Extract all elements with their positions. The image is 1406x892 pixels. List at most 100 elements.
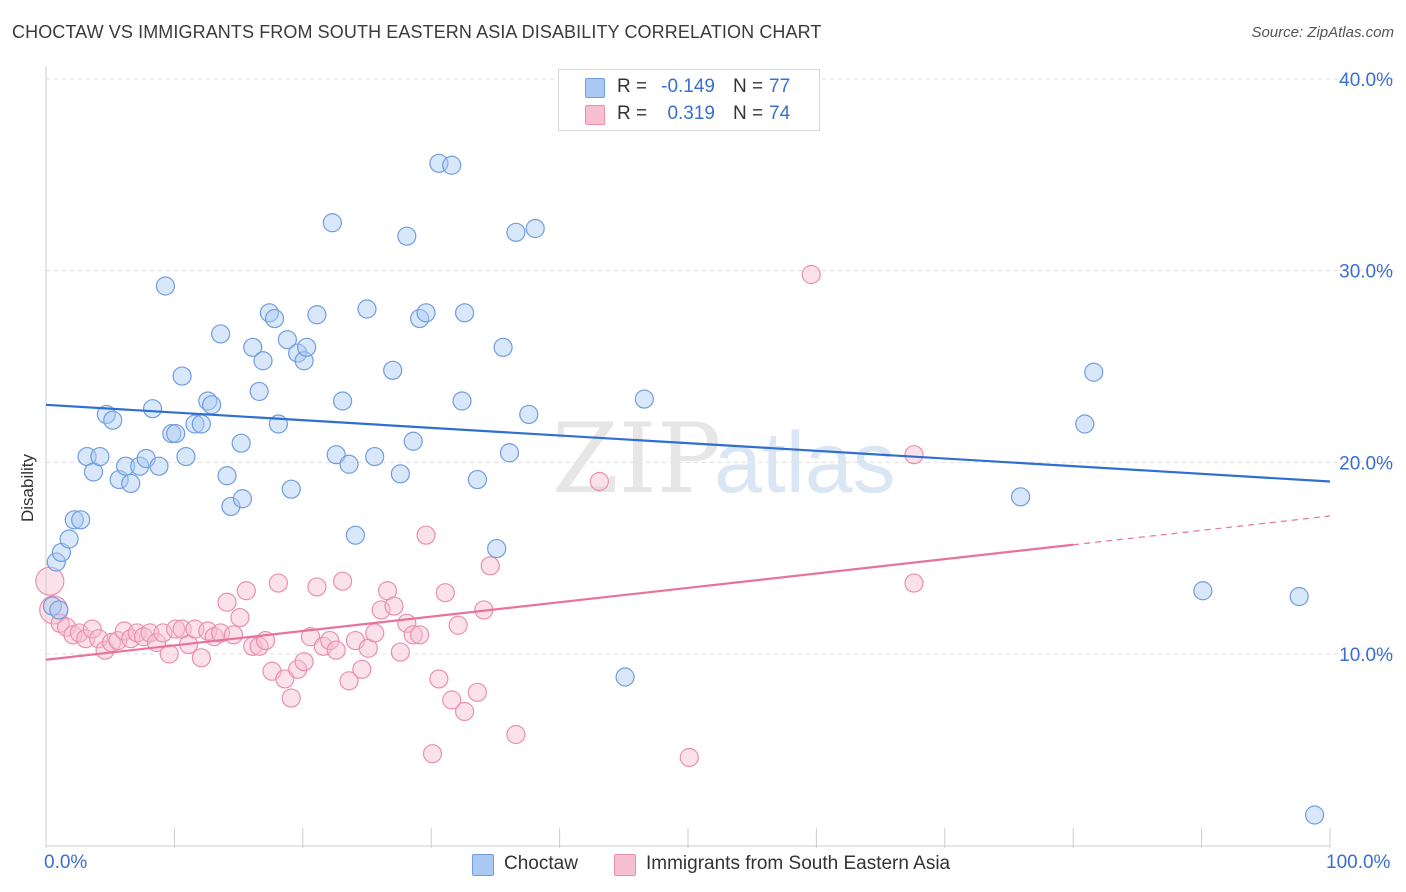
data-point: [904, 573, 924, 593]
data-point: [365, 446, 385, 467]
chart-title: CHOCTAW VS IMMIGRANTS FROM SOUTH EASTERN…: [12, 22, 822, 42]
y-tick-labels: 10.0% 20.0% 30.0% 40.0%: [1339, 70, 1393, 666]
data-point: [166, 423, 186, 444]
data-point: [294, 652, 314, 672]
x-tick-label-max: 100.0%: [1326, 852, 1391, 873]
data-point: [416, 303, 436, 323]
data-point: [221, 496, 241, 517]
data-point: [467, 682, 488, 702]
data-point: [1289, 586, 1309, 607]
data-point: [416, 525, 436, 545]
data-point: [243, 337, 263, 357]
data-point: [326, 640, 346, 660]
data-point: [904, 445, 924, 465]
y-tick-label: 20.0%: [1339, 453, 1393, 474]
bottom-legend-choctaw: Choctaw: [472, 852, 592, 878]
data-point: [452, 391, 472, 411]
data-point: [155, 276, 176, 296]
series-choctaw-points: [42, 153, 1325, 825]
data-point: [185, 414, 205, 434]
data-point: [232, 489, 253, 509]
data-point: [264, 308, 285, 329]
data-point: [121, 473, 141, 494]
data-point: [480, 556, 500, 576]
data-point: [281, 688, 301, 708]
data-point: [345, 525, 366, 545]
trend-line-immigrants: [45, 543, 1074, 661]
data-point: [352, 659, 372, 679]
data-point: [297, 337, 317, 357]
data-point: [191, 648, 211, 668]
data-point: [249, 381, 269, 402]
data-point: [499, 443, 520, 463]
data-point: [333, 391, 353, 411]
data-point: [59, 529, 79, 549]
axes: [45, 66, 1331, 848]
data-point: [211, 324, 231, 344]
data-point: [307, 577, 327, 597]
data-point: [371, 600, 391, 620]
data-point: [202, 395, 222, 415]
data-point: [230, 607, 250, 628]
data-point: [90, 446, 110, 467]
data-point: [191, 414, 211, 434]
data-point: [448, 615, 468, 635]
y-axis-title: Disability: [18, 453, 37, 523]
data-point: [71, 510, 91, 530]
data-point: [397, 226, 417, 246]
data-point: [172, 366, 192, 386]
legend-swatch-immigrants: [585, 105, 605, 125]
data-point: [236, 581, 256, 601]
data-point: [223, 625, 244, 645]
data-point: [275, 669, 295, 689]
y-tick-label: 30.0%: [1339, 262, 1393, 283]
data-point: [634, 389, 654, 409]
data-point: [1304, 805, 1325, 825]
data-point: [384, 596, 404, 616]
data-point: [217, 466, 237, 486]
data-point: [615, 667, 635, 687]
data-point: [130, 456, 150, 476]
y-tick-label: 40.0%: [1339, 70, 1393, 91]
data-point: [231, 433, 251, 453]
data-point: [454, 303, 475, 323]
data-point: [442, 155, 462, 175]
data-point: [506, 222, 526, 242]
gridlines: [46, 78, 1394, 655]
data-point: [259, 303, 280, 323]
data-point: [339, 671, 359, 691]
data-point: [1075, 414, 1095, 434]
data-point: [357, 299, 377, 319]
y-tick-label: 10.0%: [1339, 645, 1393, 666]
data-point: [198, 391, 218, 411]
data-point: [153, 623, 173, 643]
data-point: [801, 264, 821, 285]
data-point: [339, 454, 359, 474]
data-point: [525, 218, 545, 239]
data-point: [1084, 362, 1104, 382]
data-point: [493, 337, 513, 357]
data-point: [103, 410, 123, 430]
data-point: [268, 573, 289, 593]
legend-r-label: R =: [617, 76, 648, 97]
legend-n-value: 74: [769, 103, 791, 124]
data-point: [429, 669, 449, 689]
watermark-atlas: atlas: [714, 415, 896, 511]
data-point: [217, 592, 237, 612]
legend-row-immigrants: R = 0.319 N = 74: [559, 100, 819, 128]
y-axis-title-wrap: Disability: [10, 420, 46, 560]
data-point: [149, 456, 169, 476]
watermark: ZIP atlas: [552, 403, 896, 515]
data-point: [277, 330, 297, 350]
data-point: [487, 538, 507, 559]
trend-lines: [45, 403, 1331, 661]
bottom-legend-immigrants: Immigrants from South Eastern Asia: [614, 852, 984, 878]
data-point: [166, 619, 186, 639]
data-point: [300, 627, 321, 647]
data-point: [49, 600, 69, 620]
data-point: [89, 629, 109, 649]
series-immigrants-points: [35, 264, 924, 768]
data-point: [116, 456, 136, 476]
data-point: [506, 724, 526, 745]
data-point: [410, 625, 430, 645]
